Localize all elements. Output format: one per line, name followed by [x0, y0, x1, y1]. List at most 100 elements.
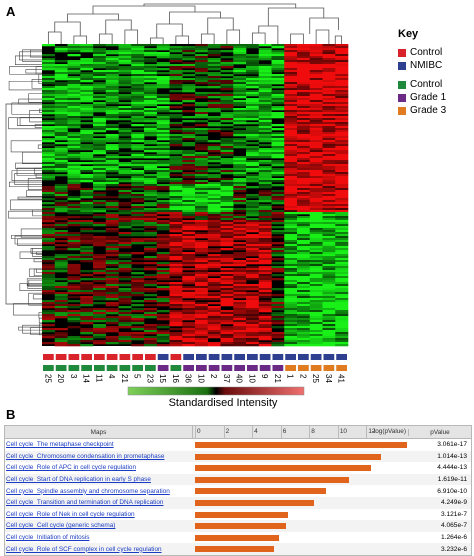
- neglog-pvalue-bar: [195, 523, 287, 530]
- key-swatch: [398, 80, 406, 89]
- axis-gridline: [366, 426, 368, 438]
- group-bar-cell: [272, 354, 284, 360]
- axis-tick-label: 2: [225, 428, 230, 435]
- group-bar-cell: [170, 354, 182, 360]
- grade-bar-cell: [157, 365, 169, 371]
- bar-cell: [193, 532, 408, 544]
- sample-number: 16: [171, 374, 180, 383]
- grade-bar-cell: [336, 365, 347, 371]
- sample-number: 15: [158, 374, 167, 383]
- pvalue-cell: 4.065e-7: [440, 522, 467, 530]
- map-link[interactable]: Cell cycle_Initiation of mitosis: [6, 534, 90, 542]
- neglog-pvalue-bar: [195, 476, 350, 483]
- grade-bar-cell: [285, 365, 296, 371]
- map-link[interactable]: Cell cycle_Cell cycle (generic schema): [6, 522, 116, 530]
- table-row: Cell cycle_Transition and termination of…: [5, 496, 471, 509]
- intensity-color-scale: [127, 386, 305, 396]
- group-bar-cell: [183, 354, 194, 360]
- sample-number: 25: [311, 374, 320, 383]
- grade-bar-cell: [170, 365, 182, 371]
- sample-number: 37: [222, 374, 231, 383]
- key-entry: Grade 3: [398, 104, 446, 117]
- sample-number: 41: [337, 374, 346, 383]
- group-bar-cell: [94, 354, 105, 360]
- sample-number: 23: [145, 374, 154, 383]
- key-entry: Control: [398, 78, 446, 91]
- key-label: NMIBC: [410, 60, 443, 71]
- group-bar-cell: [157, 354, 169, 360]
- pvalue-cell: 4.249e-9: [440, 499, 467, 507]
- group-bar-cell: [68, 354, 80, 360]
- pvalue-cell: 4.444e-13: [437, 464, 467, 472]
- sample-number: 10: [247, 374, 256, 383]
- grade-bar-cell: [145, 365, 156, 371]
- sample-number: 25: [43, 374, 52, 383]
- pathway-maps-table: Maps -log(pValue) 0 2 4 6 8 10 12 pValue Cell …: [4, 425, 472, 556]
- pvalue-cell: 3.232e-6: [440, 545, 467, 553]
- pvalue-cell: 6.910e-10: [437, 487, 467, 495]
- axis-tick-label: 4: [254, 428, 258, 435]
- key-swatch: [398, 93, 406, 102]
- sample-number: 4: [107, 374, 116, 379]
- sample-number: 2: [298, 374, 307, 379]
- sample-number: 2: [209, 374, 218, 379]
- table-row: Cell cycle_Start of DNA replication in e…: [5, 473, 471, 486]
- column-dendrogram: [47, 3, 343, 44]
- sample-number: 34: [324, 374, 333, 383]
- grade-bar-cell: [310, 365, 322, 371]
- map-link[interactable]: Cell cycle_Chromosome condensation in pr…: [6, 452, 165, 460]
- key-label: Grade 1: [410, 92, 447, 103]
- key-swatch: [398, 61, 406, 70]
- axis-gridline: [252, 426, 254, 438]
- map-link[interactable]: Cell cycle_Spindle assembly and chromoso…: [6, 487, 170, 495]
- bar-cell: [193, 543, 408, 555]
- heatmap-figure: 25 20 3 14 11 4 21 5 23 15 16 36 10 2 37 40 10 9 21 1 2 25 34 4…: [5, 3, 349, 396]
- axis-gridline: [280, 426, 282, 438]
- map-link[interactable]: Cell cycle_The metaphase checkpoint: [6, 441, 114, 449]
- key-swatch: [398, 48, 406, 57]
- key-title: Key: [398, 28, 419, 40]
- axis-tick-label: 6: [282, 428, 287, 435]
- axis-tick-label: 0: [197, 428, 201, 435]
- map-link[interactable]: Cell cycle_Role of APC in cell cycle reg…: [6, 464, 137, 472]
- bar-cell: [193, 439, 408, 451]
- grade-bar-cell: [183, 365, 194, 371]
- scale-label: Standardised Intensity: [168, 397, 278, 409]
- sample-number: 10: [196, 374, 205, 383]
- group-bar-cell: [323, 354, 335, 360]
- pvalue-cell: 1.014e-13: [437, 452, 467, 460]
- bar-cell: [193, 509, 408, 521]
- table-row: Cell cycle_Initiation of mitosis 1.264e-6: [5, 532, 471, 544]
- map-link[interactable]: Cell cycle_Role of Nek in cell cycle reg…: [6, 510, 135, 518]
- group-bar-cell: [145, 354, 156, 360]
- map-link[interactable]: Cell cycle_Role of SCF complex in cell c…: [6, 545, 162, 553]
- pvalue-column-header: pValue: [408, 428, 471, 436]
- axis-tick-label: 8: [311, 428, 315, 435]
- map-link[interactable]: Cell cycle_Start of DNA replication in e…: [6, 476, 151, 484]
- grade-bar-cell: [196, 365, 207, 371]
- sample-annotation-bars: [43, 354, 347, 371]
- grade-bar-cell: [106, 365, 118, 371]
- neglog-axis-label: -log(pValue): [371, 428, 406, 435]
- sample-number: 3: [69, 374, 78, 379]
- grade-bar-cell: [247, 365, 258, 371]
- key-entry: Grade 1: [398, 91, 446, 104]
- map-link[interactable]: Cell cycle_Transition and termination of…: [6, 499, 164, 507]
- sample-number: 20: [56, 374, 65, 383]
- grade-bar-cell: [132, 365, 143, 371]
- grade-bar-cell: [94, 365, 105, 371]
- maps-column-header: Maps: [90, 428, 107, 436]
- grade-bar-cell: [298, 365, 309, 371]
- neglog-pvalue-bar: [195, 499, 315, 506]
- group-bar-cell: [81, 354, 92, 360]
- table-row: Cell cycle_Spindle assembly and chromoso…: [5, 485, 471, 497]
- sample-number: 40: [235, 374, 244, 383]
- sample-number: 1: [286, 374, 295, 379]
- group-bar-cell: [285, 354, 296, 360]
- grade-bar-cell: [323, 365, 335, 371]
- grade-bar-cell: [55, 365, 67, 371]
- key-label: Grade 3: [410, 105, 447, 116]
- sample-number: 36: [184, 374, 193, 383]
- axis-gridline: [309, 426, 311, 438]
- group-bar-cell: [221, 354, 233, 360]
